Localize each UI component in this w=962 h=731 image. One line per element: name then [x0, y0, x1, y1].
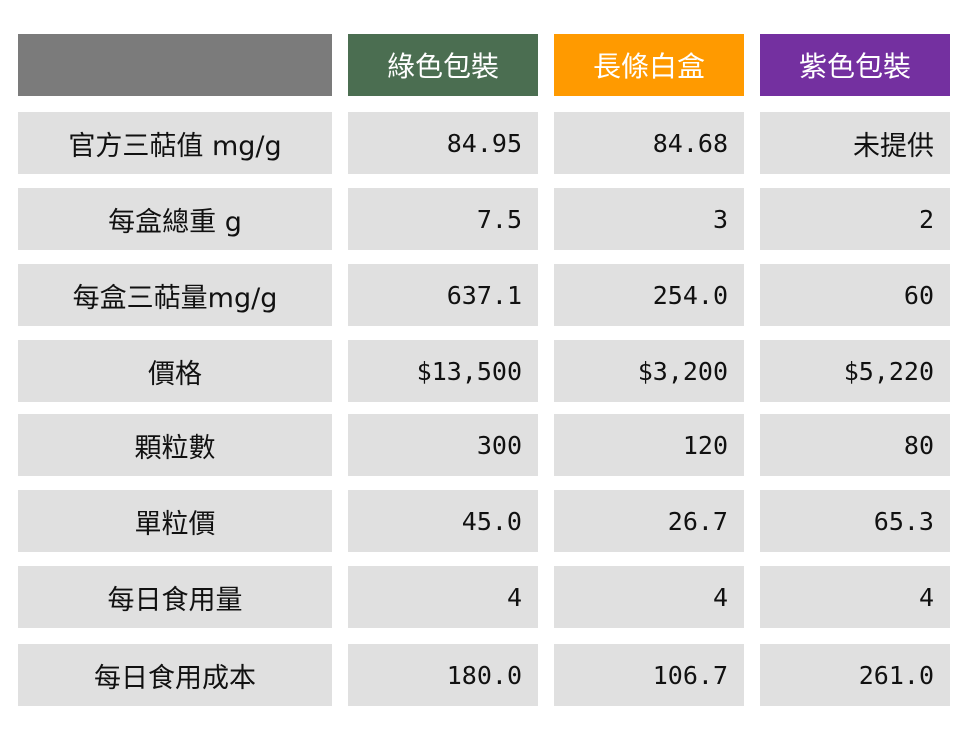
- header-long-white-box: 長條白盒: [554, 34, 744, 96]
- cell-value: 7.5: [348, 188, 538, 250]
- row-label-box-weight: 每盒總重 g: [18, 188, 332, 250]
- cell-value: 84.68: [554, 112, 744, 174]
- cell-value: 84.95: [348, 112, 538, 174]
- row-label-price: 價格: [18, 340, 332, 402]
- cell-value: 80: [760, 414, 950, 476]
- cell-value: 60: [760, 264, 950, 326]
- header-corner: [18, 34, 332, 96]
- header-purple-package: 紫色包裝: [760, 34, 950, 96]
- cell-value: $3,200: [554, 340, 744, 402]
- cell-value: 3: [554, 188, 744, 250]
- row-label-official-triterpene: 官方三萜值 mg/g: [18, 112, 332, 174]
- cell-value: 120: [554, 414, 744, 476]
- cell-value: 4: [554, 566, 744, 628]
- row-label-daily-cost: 每日食用成本: [18, 644, 332, 706]
- cell-value: 4: [348, 566, 538, 628]
- header-green-package: 綠色包裝: [348, 34, 538, 96]
- cell-value: 4: [760, 566, 950, 628]
- cell-value: 未提供: [760, 112, 950, 174]
- row-label-unit-price: 單粒價: [18, 490, 332, 552]
- cell-value: 261.0: [760, 644, 950, 706]
- cell-value: 300: [348, 414, 538, 476]
- cell-value: 180.0: [348, 644, 538, 706]
- cell-value: 45.0: [348, 490, 538, 552]
- cell-value: 26.7: [554, 490, 744, 552]
- cell-value: $5,220: [760, 340, 950, 402]
- cell-value: 637.1: [348, 264, 538, 326]
- cell-value: 2: [760, 188, 950, 250]
- cell-value: 65.3: [760, 490, 950, 552]
- cell-value: 254.0: [554, 264, 744, 326]
- row-label-box-triterpene: 每盒三萜量mg/g: [18, 264, 332, 326]
- cell-value: 106.7: [554, 644, 744, 706]
- row-label-daily-dose: 每日食用量: [18, 566, 332, 628]
- cell-value: $13,500: [348, 340, 538, 402]
- row-label-pill-count: 顆粒數: [18, 414, 332, 476]
